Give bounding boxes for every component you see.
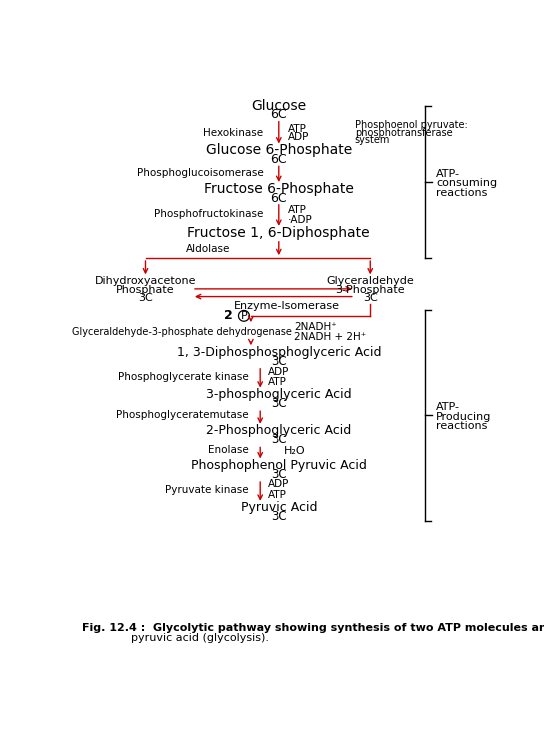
Text: Glucose 6-Phosphate: Glucose 6-Phosphate — [206, 143, 352, 157]
Text: Pyruvic Acid: Pyruvic Acid — [240, 501, 317, 514]
Text: ATP: ATP — [268, 490, 287, 500]
Text: Phosphofructokinase: Phosphofructokinase — [154, 209, 263, 219]
Text: ADP: ADP — [268, 479, 289, 488]
Text: 3C: 3C — [271, 511, 287, 523]
Text: system: system — [355, 135, 390, 146]
Text: Aldolase: Aldolase — [186, 244, 230, 253]
Text: ADP: ADP — [288, 132, 310, 142]
Text: ATP-: ATP- — [436, 169, 460, 179]
Text: 3C: 3C — [271, 397, 287, 410]
Text: Phosphoglucoisomerase: Phosphoglucoisomerase — [137, 168, 263, 177]
Text: consuming: consuming — [436, 178, 497, 188]
Text: ATP: ATP — [288, 123, 307, 134]
Text: ATP-: ATP- — [436, 403, 460, 412]
Text: Phosphoenol pyruvate:: Phosphoenol pyruvate: — [355, 120, 467, 130]
Text: 2: 2 — [224, 310, 233, 322]
Text: Fructose 1, 6-Diphosphate: Fructose 1, 6-Diphosphate — [188, 225, 370, 239]
Text: Glucose: Glucose — [251, 98, 306, 112]
Text: Pyruvate kinase: Pyruvate kinase — [165, 485, 249, 495]
Text: 3-phosphoglyceric Acid: 3-phosphoglyceric Acid — [206, 388, 351, 401]
Text: Fructose 6-Phosphate: Fructose 6-Phosphate — [204, 182, 354, 196]
Text: P: P — [240, 311, 248, 321]
Text: Phosphate: Phosphate — [116, 285, 175, 295]
Text: 3C: 3C — [271, 355, 287, 368]
Text: Phosphophenol Pyruvic Acid: Phosphophenol Pyruvic Acid — [191, 459, 367, 471]
Text: reactions: reactions — [436, 421, 487, 431]
Text: Enzyme-Isomerase: Enzyme-Isomerase — [233, 301, 339, 311]
Text: Fig. 12.4 :  Glycolytic pathway showing synthesis of two ATP molecules and: Fig. 12.4 : Glycolytic pathway showing s… — [82, 623, 544, 633]
Text: pyruvic acid (glycolysis).: pyruvic acid (glycolysis). — [82, 633, 269, 644]
Text: 2NADH⁺: 2NADH⁺ — [294, 322, 337, 333]
Text: Hexokinase: Hexokinase — [203, 128, 263, 137]
Text: 3C: 3C — [138, 293, 153, 303]
Text: 3C: 3C — [363, 293, 378, 303]
Text: 2-Phosphoglyceric Acid: 2-Phosphoglyceric Acid — [206, 424, 351, 437]
Text: Dihydroxyacetone: Dihydroxyacetone — [95, 276, 196, 286]
Text: 3C: 3C — [271, 433, 287, 446]
Text: Phosphoglyceratemutase: Phosphoglyceratemutase — [116, 410, 249, 420]
Text: phosphotransferase: phosphotransferase — [355, 128, 453, 137]
Text: Enolase: Enolase — [208, 445, 249, 454]
Text: ADP: ADP — [268, 367, 289, 377]
Text: 2NADH + 2H⁺: 2NADH + 2H⁺ — [294, 332, 367, 341]
Text: 6C: 6C — [270, 191, 287, 205]
Text: 1, 3-Diphosphosphoglyceric Acid: 1, 3-Diphosphosphoglyceric Acid — [177, 346, 381, 358]
Text: Glyceraldehyde-3-phosphate dehydrogenase: Glyceraldehyde-3-phosphate dehydrogenase — [72, 327, 292, 337]
Text: 3-Phosphate: 3-Phosphate — [336, 285, 405, 295]
Text: Producing: Producing — [436, 412, 491, 422]
Text: ATP: ATP — [288, 205, 307, 214]
Text: H₂O: H₂O — [283, 446, 305, 457]
Text: 6C: 6C — [270, 109, 287, 121]
Text: 3C: 3C — [271, 468, 287, 481]
Text: Glyceraldehyde: Glyceraldehyde — [326, 276, 414, 286]
Text: ·ADP: ·ADP — [288, 214, 313, 225]
Text: Phosphoglycerate kinase: Phosphoglycerate kinase — [118, 372, 249, 381]
Text: reactions: reactions — [436, 188, 487, 197]
Text: 6C: 6C — [270, 153, 287, 166]
Text: ATP: ATP — [268, 377, 287, 387]
